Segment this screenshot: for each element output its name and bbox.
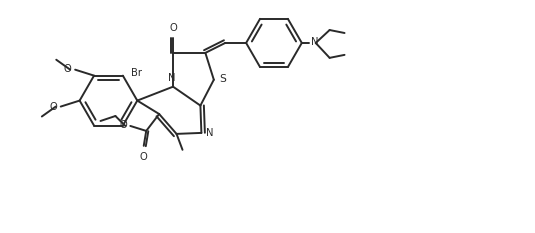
Text: S: S xyxy=(219,74,226,84)
Text: O: O xyxy=(140,152,148,162)
Text: O: O xyxy=(50,102,57,112)
Text: N: N xyxy=(207,128,214,138)
Text: N: N xyxy=(311,38,319,48)
Text: O: O xyxy=(64,64,72,74)
Text: O: O xyxy=(119,120,127,130)
Text: Br: Br xyxy=(131,68,142,78)
Text: N: N xyxy=(169,73,176,83)
Text: O: O xyxy=(169,23,177,33)
